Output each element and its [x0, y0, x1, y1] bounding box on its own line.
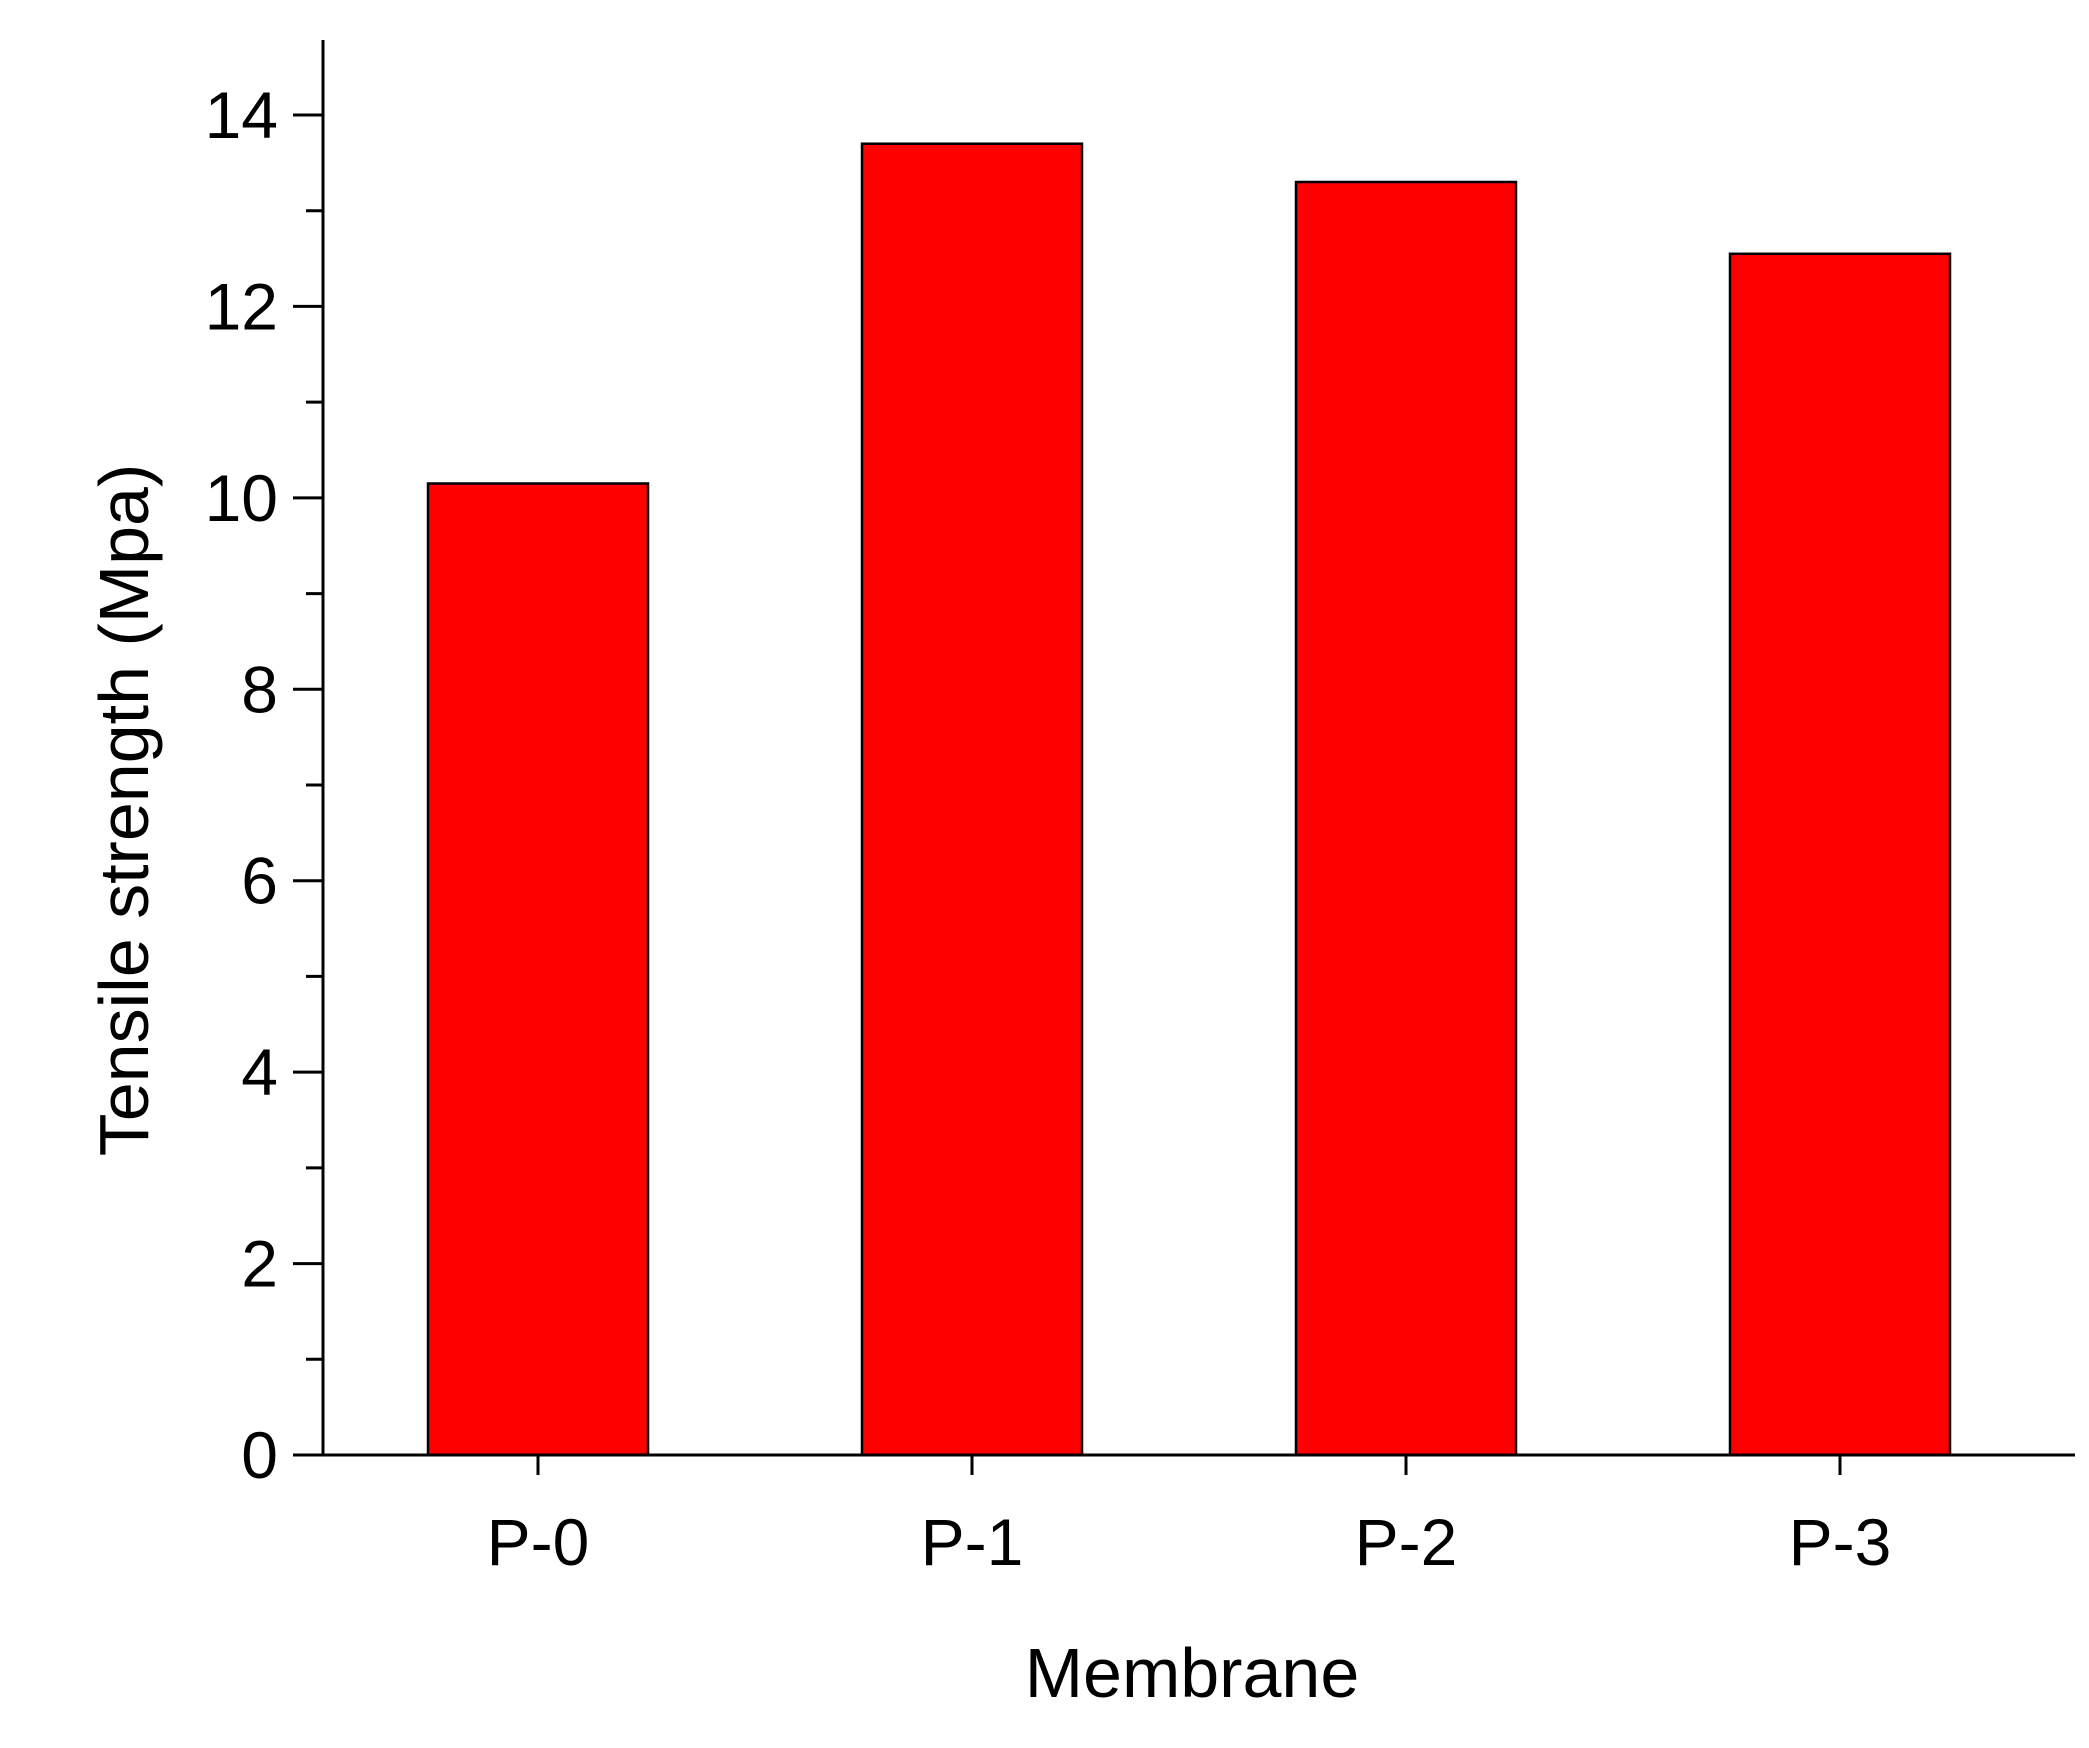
y-tick-label: 10	[205, 461, 278, 535]
bar-p-3	[1728, 252, 1952, 1457]
y-tick-label: 2	[241, 1227, 278, 1301]
y-tick-label: 12	[205, 269, 278, 343]
x-axis-title: Membrane	[1025, 1634, 1360, 1712]
x-ticks: P-0 P-1 P-2 P-3	[487, 1455, 1892, 1579]
y-tick-label: 6	[241, 844, 278, 918]
y-tick-label: 8	[241, 652, 278, 726]
bars-layer	[426, 142, 1952, 1457]
bar-p-1	[860, 142, 1084, 1457]
x-tick-label: P-1	[921, 1505, 1024, 1579]
x-tick-label: P-3	[1789, 1505, 1892, 1579]
bar-p-2	[1294, 180, 1518, 1457]
x-tick-label: P-0	[487, 1505, 590, 1579]
y-tick-label: 0	[241, 1418, 278, 1492]
y-ticks: 0 2 4 6 8 10 12 14	[205, 78, 323, 1492]
y-axis-title: Tensile strength (Mpa)	[85, 464, 163, 1157]
axes-layer	[293, 40, 2075, 1457]
bar-p-0	[426, 482, 650, 1457]
y-tick-label: 14	[205, 78, 278, 152]
x-tick-label: P-2	[1355, 1505, 1458, 1579]
y-tick-label: 4	[241, 1035, 278, 1109]
